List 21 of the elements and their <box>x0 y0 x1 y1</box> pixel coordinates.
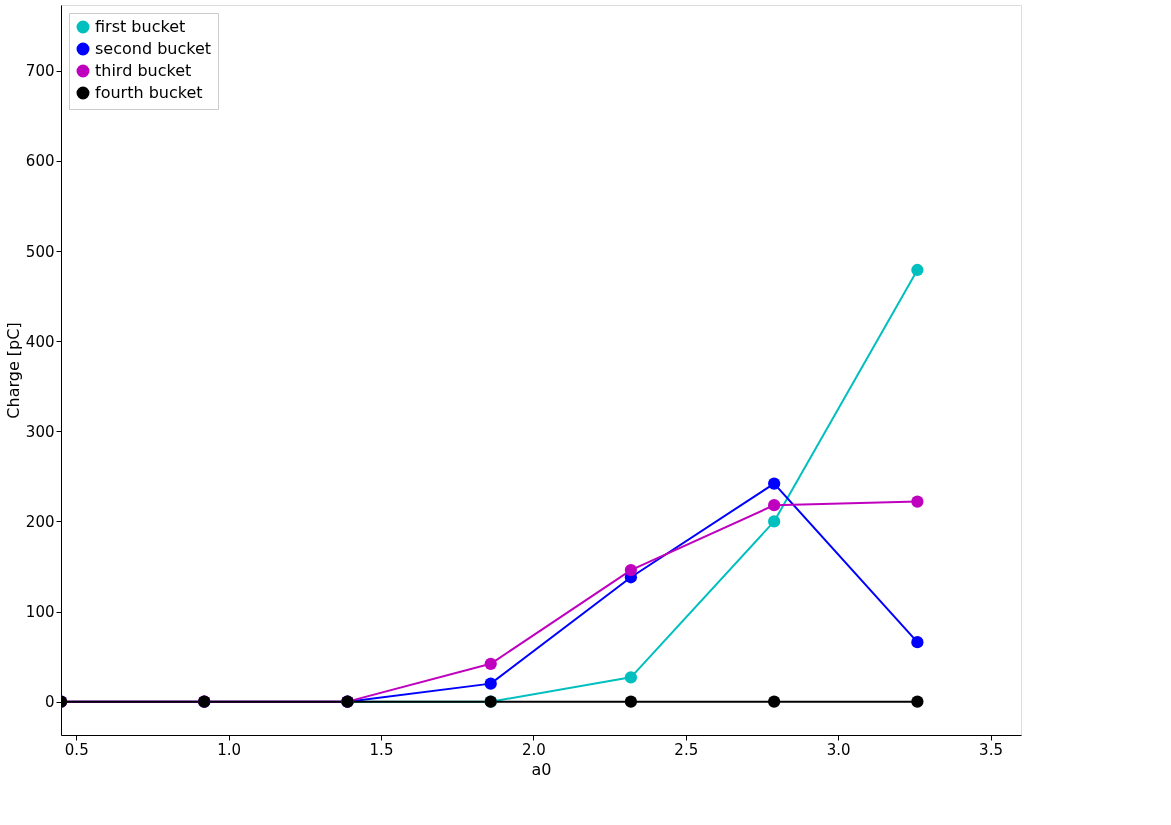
x-tick-label: 2.5 <box>674 740 699 759</box>
x-tick-label: 0.5 <box>64 740 89 759</box>
legend-label: fourth bucket <box>95 83 203 102</box>
y-tick-label: 500 <box>25 242 55 261</box>
y-tick-label: 400 <box>25 332 55 351</box>
x-tick-label: 3.5 <box>979 740 1003 759</box>
legend-label: third bucket <box>95 61 192 80</box>
x-tick-label: 3.0 <box>826 740 851 759</box>
y-axis-title: Charge [pC] <box>3 322 23 419</box>
x-axis-title: a0 <box>531 759 552 779</box>
y-tick-label: 300 <box>25 422 55 441</box>
legend-label: first bucket <box>95 17 186 36</box>
x-tick-label: 1.0 <box>217 740 242 759</box>
y-tick-label: 700 <box>25 62 55 81</box>
y-tick-label: 200 <box>25 512 55 531</box>
legend-label: second bucket <box>95 39 212 58</box>
y-tick-label: 600 <box>25 152 55 171</box>
x-tick-label: 1.5 <box>369 740 394 759</box>
x-tick-label: 2.0 <box>521 740 546 759</box>
y-tick-label: 0 <box>44 693 55 712</box>
y-tick-label: 100 <box>25 603 55 622</box>
